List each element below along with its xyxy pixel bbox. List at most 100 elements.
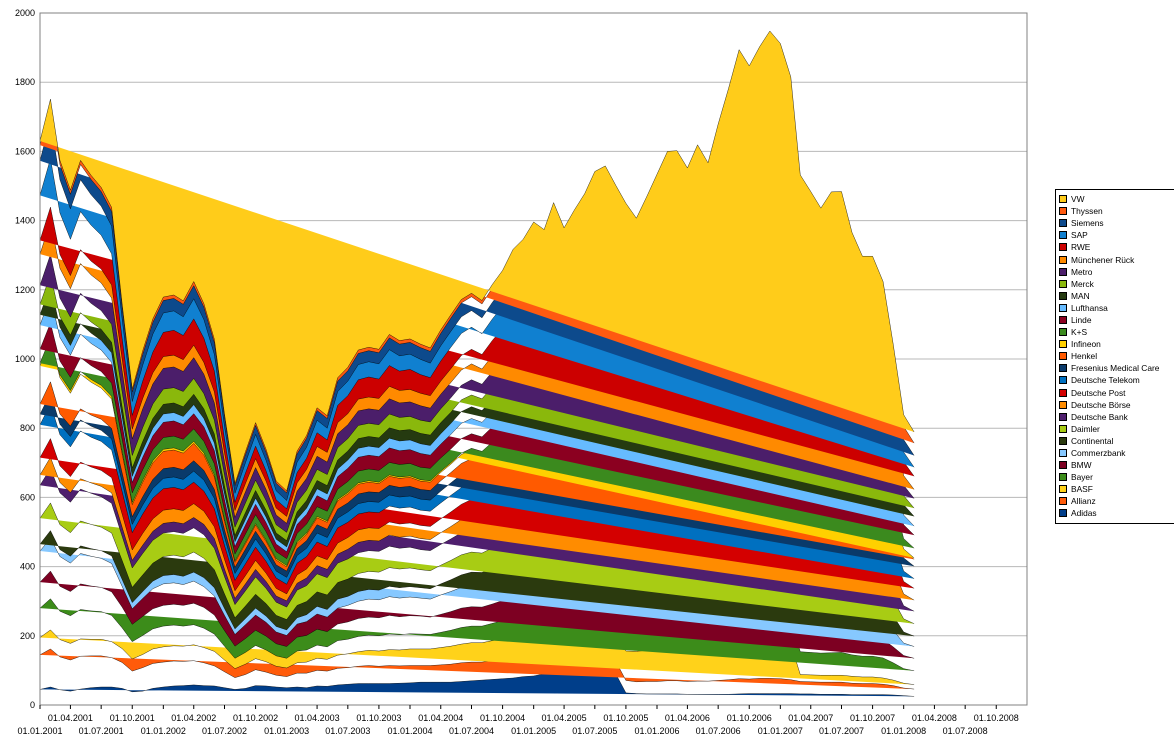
chart-legend: VW Thyssen Siemens SAP RWE Münchener Rück Metr… (1055, 189, 1174, 524)
x-tick-label: 01.01.2006 (634, 726, 679, 736)
legend-swatch (1059, 328, 1067, 337)
legend-item: MAN (1059, 290, 1174, 302)
x-tick-label: 01.01.2008 (881, 726, 926, 736)
x-tick-label: 01.04.2004 (418, 713, 463, 723)
legend-swatch (1059, 485, 1067, 494)
legend-item: RWE (1059, 241, 1174, 253)
legend-item: Deutsche Börse (1059, 399, 1174, 411)
legend-swatch (1059, 473, 1067, 482)
x-tick-label: 01.04.2003 (295, 713, 340, 723)
legend-label: Commerzbank (1071, 448, 1126, 459)
x-tick-label: 01.04.2005 (542, 713, 587, 723)
x-tick-label: 01.10.2001 (110, 713, 155, 723)
legend-swatch (1059, 291, 1067, 300)
legend-item: Lufthansa (1059, 302, 1174, 314)
legend-label: Münchener Rück (1071, 254, 1135, 265)
legend-label: Continental (1071, 435, 1114, 446)
legend-swatch (1059, 388, 1067, 397)
legend-swatch (1059, 376, 1067, 385)
x-tick-label: 01.01.2005 (511, 726, 556, 736)
legend-item: SAP (1059, 229, 1174, 241)
x-tick-label: 01.10.2003 (356, 713, 401, 723)
legend-label: Deutsche Bank (1071, 411, 1128, 422)
x-tick-label: 01.04.2002 (171, 713, 216, 723)
legend-item: BASF (1059, 483, 1174, 495)
legend-label: Metro (1071, 266, 1093, 277)
legend-item: Infineon (1059, 338, 1174, 350)
legend-label: Siemens (1071, 218, 1104, 229)
x-tick-label: 01.07.2008 (943, 726, 988, 736)
y-tick-label: 0 (30, 700, 35, 710)
x-tick-label: 01.10.2007 (850, 713, 895, 723)
legend-swatch (1059, 449, 1067, 458)
x-tick-label: 01.04.2007 (788, 713, 833, 723)
legend-swatch (1059, 195, 1067, 204)
legend-item: Fresenius Medical Care (1059, 362, 1174, 374)
legend-swatch (1059, 412, 1067, 421)
legend-swatch (1059, 207, 1067, 216)
x-tick-label: 01.01.2003 (264, 726, 309, 736)
legend-swatch (1059, 315, 1067, 324)
legend-swatch (1059, 400, 1067, 409)
legend-label: BMW (1071, 460, 1092, 471)
legend-swatch (1059, 436, 1067, 445)
x-tick-label: 01.01.2002 (141, 726, 186, 736)
y-tick-label: 600 (20, 492, 35, 502)
legend-label: Lufthansa (1071, 302, 1108, 313)
y-tick-label: 800 (20, 423, 35, 433)
legend-item: BMW (1059, 459, 1174, 471)
legend-label: Bayer (1071, 472, 1093, 483)
y-tick-label: 200 (20, 631, 35, 641)
legend-item: Linde (1059, 314, 1174, 326)
legend-item: Allianz (1059, 495, 1174, 507)
legend-swatch (1059, 255, 1067, 264)
area-series-allianz (39, 648, 915, 690)
legend-item: Thyssen (1059, 205, 1174, 217)
legend-swatch (1059, 364, 1067, 373)
y-tick-label: 1200 (15, 285, 35, 295)
legend-swatch (1059, 497, 1067, 506)
legend-swatch (1059, 303, 1067, 312)
legend-swatch (1059, 219, 1067, 228)
x-tick-label: 01.10.2008 (974, 713, 1019, 723)
legend-label: Thyssen (1071, 206, 1103, 217)
x-tick-label: 01.10.2002 (233, 713, 278, 723)
legend-item: Continental (1059, 435, 1174, 447)
legend-item: Münchener Rück (1059, 253, 1174, 265)
legend-label: MAN (1071, 290, 1090, 301)
legend-item: Deutsche Telekom (1059, 374, 1174, 386)
legend-item: VW (1059, 193, 1174, 205)
legend-label: Linde (1071, 314, 1092, 325)
x-tick-label: 01.07.2005 (572, 726, 617, 736)
legend-swatch (1059, 424, 1067, 433)
x-tick-label: 01.07.2003 (325, 726, 370, 736)
legend-label: Daimler (1071, 423, 1100, 434)
x-tick-label: 01.01.2004 (387, 726, 432, 736)
legend-label: SAP (1071, 230, 1088, 241)
legend-label: Adidas (1071, 508, 1097, 519)
legend-label: Deutsche Telekom (1071, 375, 1140, 386)
legend-label: Deutsche Post (1071, 387, 1126, 398)
legend-label: Merck (1071, 278, 1094, 289)
x-tick-label: 01.01.2007 (758, 726, 803, 736)
x-tick-label: 01.07.2001 (79, 726, 124, 736)
legend-swatch (1059, 231, 1067, 240)
legend-swatch (1059, 243, 1067, 252)
y-tick-label: 1600 (15, 146, 35, 156)
legend-item: Commerzbank (1059, 447, 1174, 459)
legend-swatch (1059, 509, 1067, 518)
legend-label: Allianz (1071, 496, 1096, 507)
legend-swatch (1059, 352, 1067, 361)
x-tick-label: 01.10.2004 (480, 713, 525, 723)
area-series-adidas (39, 670, 915, 697)
legend-item: Daimler (1059, 423, 1174, 435)
legend-item: Merck (1059, 278, 1174, 290)
legend-item: Bayer (1059, 471, 1174, 483)
x-tick-label: 01.04.2008 (912, 713, 957, 723)
legend-item: Henkel (1059, 350, 1174, 362)
legend-item: Deutsche Bank (1059, 411, 1174, 423)
legend-swatch (1059, 461, 1067, 470)
x-tick-label: 01.07.2004 (449, 726, 494, 736)
legend-swatch (1059, 340, 1067, 349)
